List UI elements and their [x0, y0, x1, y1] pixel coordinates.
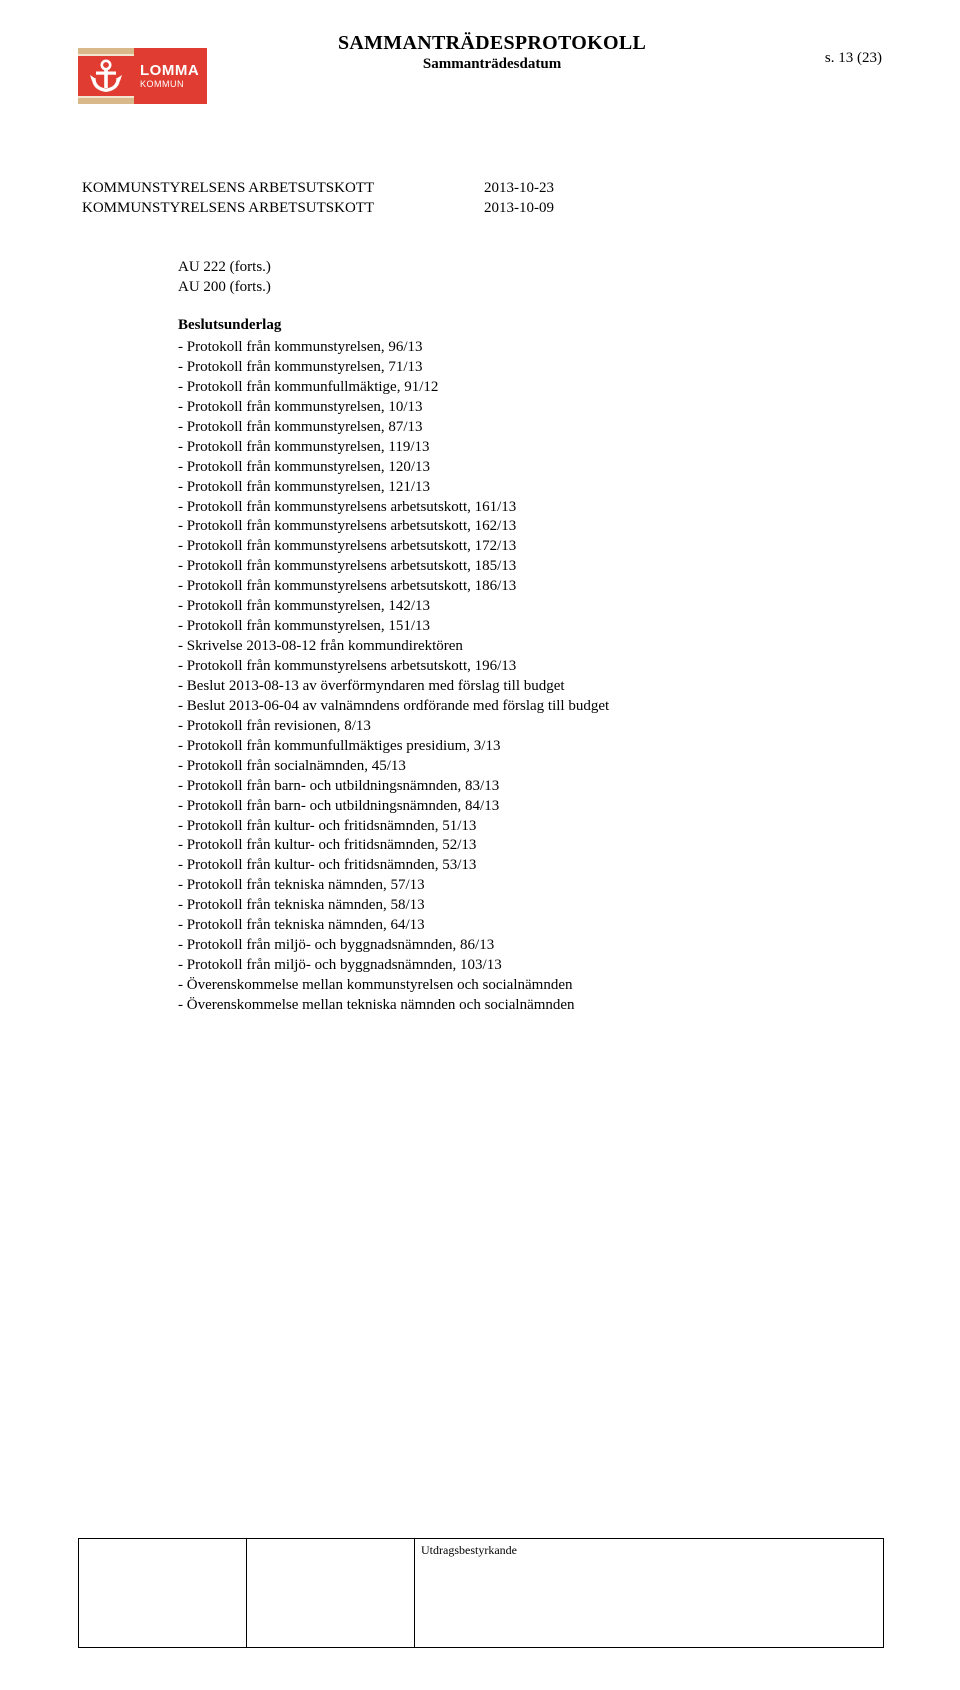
header-title: SAMMANTRÄDESPROTOKOLL: [187, 32, 797, 55]
underlag-item: - Protokoll från kommunstyrelsen, 10/13: [178, 398, 882, 418]
logo-line-2: KOMMUN: [140, 80, 184, 89]
anchor-icon: [78, 48, 134, 104]
underlag-item: - Protokoll från kommunstyrelsen, 121/13: [178, 478, 882, 498]
underlag-item: - Protokoll från kommunstyrelsen, 151/13: [178, 617, 882, 637]
underlag-item: - Protokoll från tekniska nämnden, 64/13: [178, 916, 882, 936]
au-line: AU 222 (forts.): [178, 257, 882, 277]
underlag-item: - Protokoll från kommunfullmäktige, 91/1…: [178, 378, 882, 398]
committee-row: KOMMUNSTYRELSENS ARBETSUTSKOTT 2013-10-0…: [82, 198, 882, 218]
underlag-item: - Protokoll från kultur- och fritidsnämn…: [178, 856, 882, 876]
underlag-item: - Protokoll från kultur- och fritidsnämn…: [178, 836, 882, 856]
underlag-item: - Protokoll från barn- och utbildningsnä…: [178, 777, 882, 797]
underlag-item: - Protokoll från kommunstyrelsens arbets…: [178, 537, 882, 557]
underlag-item: - Protokoll från kommunstyrelsen, 96/13: [178, 338, 882, 358]
committee-date: 2013-10-09: [484, 198, 554, 218]
underlag-item: - Protokoll från kommunstyrelsens arbets…: [178, 557, 882, 577]
underlag-item: - Protokoll från kommunstyrelsen, 87/13: [178, 418, 882, 438]
underlag-item: - Protokoll från kommunfullmäktiges pres…: [178, 737, 882, 757]
underlag-item: - Protokoll från kommunstyrelsens arbets…: [178, 577, 882, 597]
underlag-item: - Protokoll från kommunstyrelsens arbets…: [178, 498, 882, 518]
underlag-item: - Protokoll från kommunstyrelsens arbets…: [178, 657, 882, 677]
underlag-item: - Protokoll från socialnämnden, 45/13: [178, 757, 882, 777]
underlag-item: - Protokoll från kommunstyrelsen, 71/13: [178, 358, 882, 378]
underlag-item: - Protokoll från kommunstyrelsens arbets…: [178, 517, 882, 537]
au-line: AU 200 (forts.): [178, 277, 882, 297]
underlag-item: - Protokoll från barn- och utbildningsnä…: [178, 797, 882, 817]
underlag-item: - Överenskommelse mellan kommunstyrelsen…: [178, 976, 882, 996]
committee-name: KOMMUNSTYRELSENS ARBETSUTSKOTT: [82, 178, 484, 198]
underlag-item: - Protokoll från miljö- och byggnadsnämn…: [178, 936, 882, 956]
header: LOMMA KOMMUN SAMMANTRÄDESPROTOKOLL Samma…: [78, 32, 882, 104]
underlag-item: - Skrivelse 2013-08-12 från kommundirekt…: [178, 637, 882, 657]
underlag-item: - Protokoll från kommunstyrelsen, 119/13: [178, 438, 882, 458]
committee-row: KOMMUNSTYRELSENS ARBETSUTSKOTT 2013-10-2…: [82, 178, 882, 198]
underlag-heading: Beslutsunderlag: [178, 317, 882, 334]
page-number: s. 13 (23): [825, 50, 882, 67]
underlag-item: - Beslut 2013-08-13 av överförmyndaren m…: [178, 677, 882, 697]
underlag-item: - Protokoll från kommunstyrelsen, 142/13: [178, 597, 882, 617]
underlag-item: - Protokoll från kommunstyrelsen, 120/13: [178, 458, 882, 478]
au-block: AU 222 (forts.) AU 200 (forts.): [178, 257, 882, 298]
underlag-item: - Protokoll från revisionen, 8/13: [178, 717, 882, 737]
committee-block: KOMMUNSTYRELSENS ARBETSUTSKOTT 2013-10-2…: [82, 178, 882, 219]
committee-name: KOMMUNSTYRELSENS ARBETSUTSKOTT: [82, 198, 484, 218]
header-subtitle: Sammanträdesdatum: [187, 56, 797, 73]
underlag-list: - Protokoll från kommunstyrelsen, 96/13-…: [178, 338, 882, 1016]
underlag-block: Beslutsunderlag - Protokoll från kommuns…: [178, 317, 882, 1016]
page-root: LOMMA KOMMUN SAMMANTRÄDESPROTOKOLL Samma…: [0, 0, 960, 1056]
footer-box: Utdragsbestyrkande: [78, 1538, 884, 1648]
header-heading: SAMMANTRÄDESPROTOKOLL Sammanträdesdatum: [187, 32, 797, 73]
footer-cell-2: [247, 1539, 415, 1647]
footer-cell-1: [79, 1539, 247, 1647]
footer-cell-3: Utdragsbestyrkande: [415, 1539, 883, 1647]
underlag-item: - Beslut 2013-06-04 av valnämndens ordfö…: [178, 697, 882, 717]
underlag-item: - Protokoll från tekniska nämnden, 58/13: [178, 896, 882, 916]
underlag-item: - Överenskommelse mellan tekniska nämnde…: [178, 996, 882, 1016]
underlag-item: - Protokoll från miljö- och byggnadsnämn…: [178, 956, 882, 976]
underlag-item: - Protokoll från kultur- och fritidsnämn…: [178, 817, 882, 837]
committee-date: 2013-10-23: [484, 178, 554, 198]
underlag-item: - Protokoll från tekniska nämnden, 57/13: [178, 876, 882, 896]
